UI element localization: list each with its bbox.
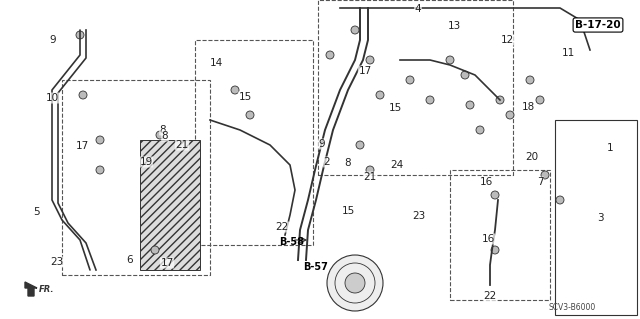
Text: 13: 13 [447,21,461,31]
Text: 9: 9 [50,35,56,45]
Circle shape [345,273,365,293]
Text: SCV3-B6000: SCV3-B6000 [548,303,596,313]
Circle shape [327,255,383,311]
Text: 9: 9 [319,139,325,149]
Circle shape [76,31,84,39]
Circle shape [366,56,374,64]
Polygon shape [25,282,37,296]
Text: B-57: B-57 [303,262,328,272]
Circle shape [79,91,87,99]
Circle shape [446,56,454,64]
Circle shape [366,166,374,174]
Text: 6: 6 [127,255,133,265]
Circle shape [426,96,434,104]
Bar [555,120,637,315]
Bar [450,170,550,300]
Text: 16: 16 [481,234,495,244]
Text: 10: 10 [45,93,59,103]
Text: 8: 8 [160,125,166,135]
Text: 7: 7 [537,177,543,187]
Circle shape [491,191,499,199]
Circle shape [96,136,104,144]
Text: 23: 23 [51,257,63,267]
Circle shape [526,76,534,84]
Bar [318,0,513,175]
Circle shape [246,111,254,119]
Text: 21: 21 [175,140,189,150]
Circle shape [541,171,549,179]
Text: 20: 20 [525,152,539,162]
Text: 16: 16 [479,177,493,187]
Circle shape [461,71,469,79]
Text: 11: 11 [561,48,575,58]
Circle shape [536,96,544,104]
Text: 19: 19 [140,157,152,167]
Circle shape [496,96,504,104]
Circle shape [506,111,514,119]
Circle shape [96,166,104,174]
Text: 14: 14 [209,58,223,68]
Circle shape [466,101,474,109]
Circle shape [351,26,359,34]
Circle shape [491,246,499,254]
Text: 15: 15 [341,206,355,216]
Text: 18: 18 [522,102,534,112]
Text: 22: 22 [483,291,497,301]
Circle shape [406,76,414,84]
Circle shape [476,126,484,134]
Text: 1: 1 [607,143,613,153]
Text: 22: 22 [275,222,289,232]
Text: 17: 17 [358,66,372,76]
Circle shape [326,51,334,59]
Text: 3: 3 [596,213,604,223]
Text: B-17-20: B-17-20 [575,20,621,30]
Circle shape [231,86,239,94]
Text: B-58: B-58 [280,237,305,247]
Text: 15: 15 [388,103,402,113]
Text: 2: 2 [324,157,330,167]
Circle shape [376,91,384,99]
Text: 15: 15 [238,92,252,102]
Circle shape [356,141,364,149]
Text: 24: 24 [390,160,404,170]
Text: 12: 12 [500,35,514,45]
Bar [62,80,210,275]
Bar [195,40,313,245]
Text: 17: 17 [161,258,173,268]
Circle shape [556,196,564,204]
Bar [140,140,200,270]
Text: 21: 21 [364,172,376,182]
Text: 8: 8 [162,131,168,141]
Text: 23: 23 [412,211,426,221]
Text: 4: 4 [415,4,421,14]
Text: 8: 8 [345,158,351,168]
Circle shape [156,131,164,139]
Circle shape [151,246,159,254]
Text: 5: 5 [33,207,39,217]
Text: FR.: FR. [39,286,54,294]
Text: 17: 17 [76,141,88,151]
